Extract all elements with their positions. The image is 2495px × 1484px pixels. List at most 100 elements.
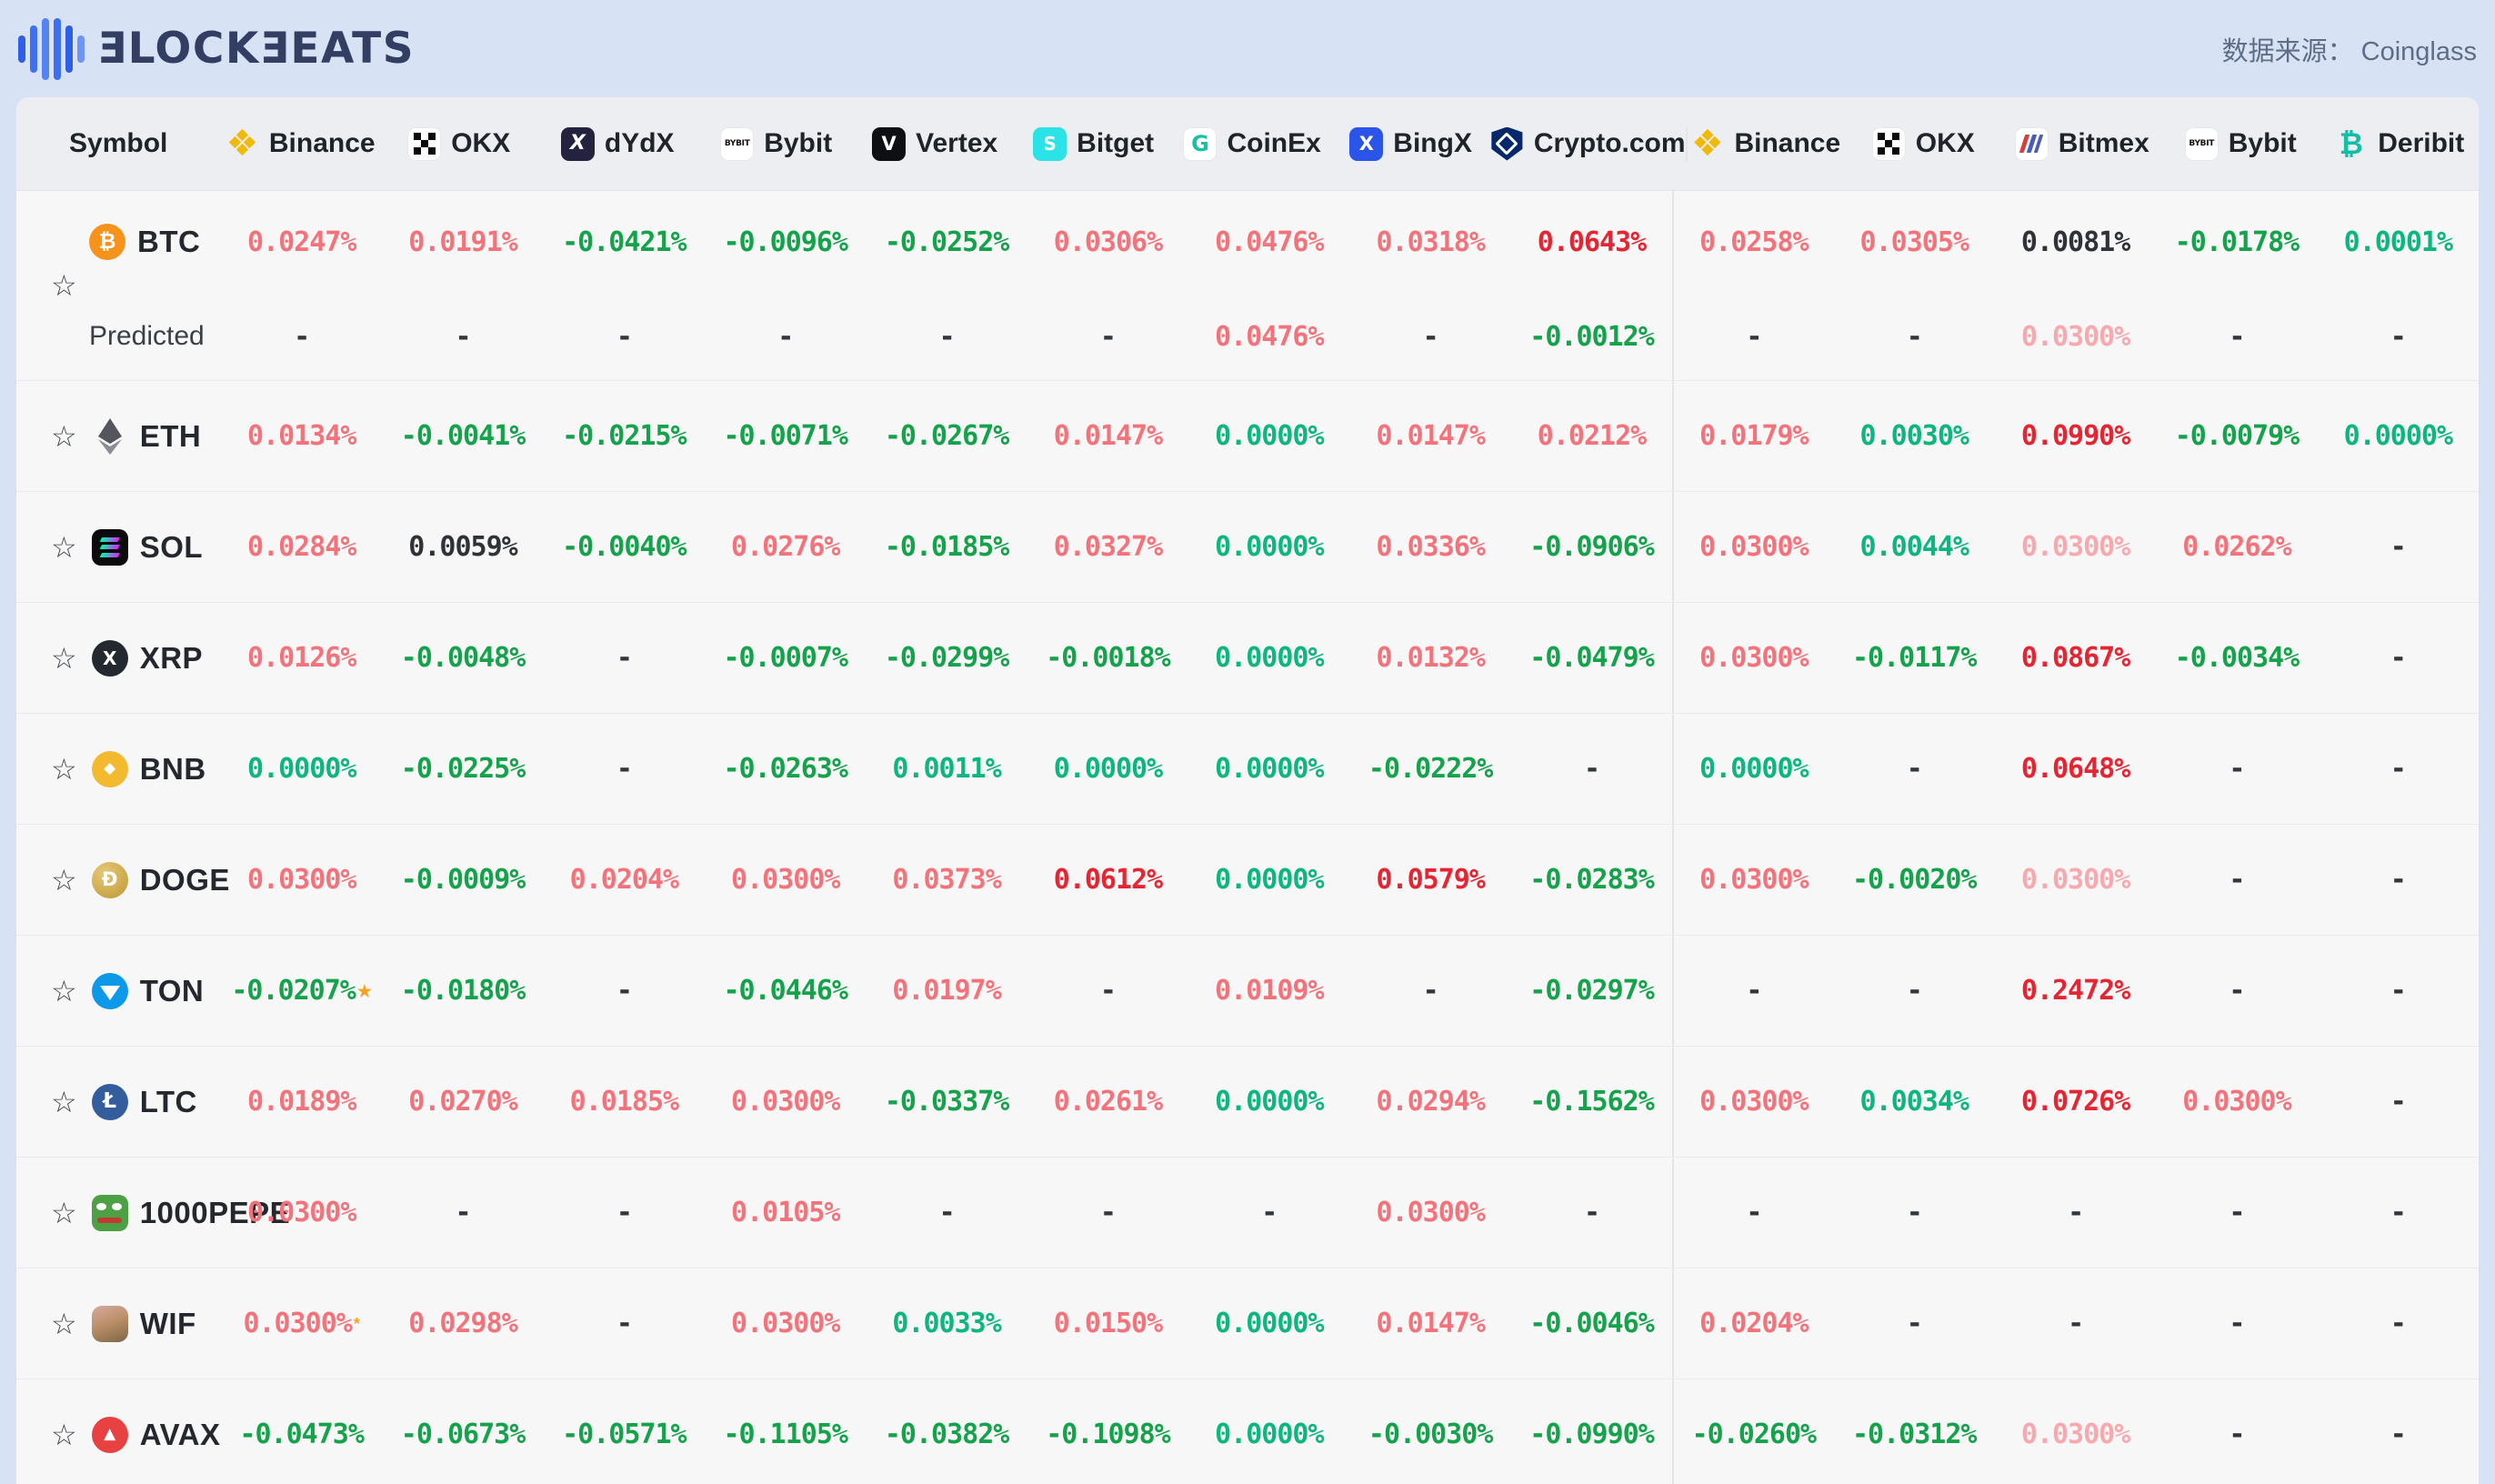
favorite-star-icon[interactable]: ☆ xyxy=(51,269,77,302)
okx-exchange-icon xyxy=(407,126,442,161)
rate-cell: 0.0109% xyxy=(1188,936,1349,1046)
rate-value: - xyxy=(455,1197,471,1228)
exchange-column-header: BYBIT Bybit xyxy=(696,126,855,161)
rate-value: - xyxy=(2229,753,2245,785)
favorite-star-icon[interactable]: ☆ xyxy=(51,1196,77,1229)
rate-value: 0.0294% xyxy=(1376,1086,1485,1118)
rate-value: - xyxy=(1099,1197,1117,1228)
rate-cell: - xyxy=(544,603,705,713)
rate-value: -0.0034% xyxy=(2174,642,2300,674)
rate-cell: - xyxy=(2318,1379,2479,1484)
rate-value: 0.0033% xyxy=(892,1308,1001,1339)
rate-cell: - xyxy=(1511,1158,1672,1268)
rate-value: -0.0117% xyxy=(1851,642,1977,674)
rate-value: - xyxy=(1583,1197,1600,1228)
exchange-header-label: OKX xyxy=(451,128,511,158)
rate-cell: -0.0048% xyxy=(382,603,543,713)
rate-value: 0.0300% xyxy=(243,1308,352,1339)
rate-value: 0.0306% xyxy=(1053,226,1163,258)
rate-cell: - xyxy=(866,1158,1027,1268)
rate-cell: - xyxy=(1834,293,1995,380)
rate-value: 0.0270% xyxy=(408,1086,517,1118)
rate-cell: 0.0000% xyxy=(1672,714,1833,824)
ltc-coin-icon: Ł xyxy=(91,1083,128,1120)
rate-value: -0.0673% xyxy=(400,1419,526,1450)
sol-bar-glyph xyxy=(99,536,120,542)
rate-cell: 0.0300% xyxy=(221,825,382,935)
rate-cell: 0.0147% xyxy=(1350,1268,1511,1379)
rate-value: -0.0041% xyxy=(400,420,526,452)
pepe-mouth xyxy=(96,1217,122,1223)
rate-cell: 0.2472% xyxy=(1995,936,2156,1046)
rate-value: - xyxy=(1906,1308,1923,1339)
rate-cell: - xyxy=(2318,603,2479,713)
favorite-star-icon[interactable]: ☆ xyxy=(51,1085,77,1118)
rate-value: - xyxy=(2390,1419,2407,1450)
doge-coin-icon: Ð xyxy=(91,861,128,898)
symbol-label: XRP xyxy=(139,640,204,675)
rate-cell: -0.0007% xyxy=(705,603,866,713)
favorite-star-icon[interactable]: ☆ xyxy=(51,752,77,786)
bitget-exchange-icon: S xyxy=(1033,126,1067,161)
symbol-label: DOGE xyxy=(139,862,230,897)
favorite-star-icon[interactable]: ☆ xyxy=(51,863,77,897)
blockbeats-logo-bars-icon xyxy=(18,17,85,81)
exchange-header-label: OKX xyxy=(1915,128,1975,158)
rate-value: 0.0000% xyxy=(246,753,356,785)
rate-value: -0.0421% xyxy=(562,226,686,258)
table-row-wif: ☆ WIF 0.0300% * 0.0298% -0.0300% 0.0033% 0.0150… xyxy=(16,1268,2479,1379)
exchange-header-label: BingX xyxy=(1393,128,1472,158)
symbol-label: TON xyxy=(139,973,205,1008)
bybit-exchange-icon: BYBIT xyxy=(720,126,755,161)
bingx-exchange-icon: X xyxy=(1349,126,1384,161)
rate-value: - xyxy=(2390,531,2407,563)
favorite-star-icon[interactable]: ☆ xyxy=(51,641,77,675)
rate-cell: - xyxy=(1834,714,1995,824)
rate-value: - xyxy=(2229,1197,2245,1228)
rate-cell: -0.0117% xyxy=(1834,603,1995,713)
rate-value: 0.0132% xyxy=(1376,642,1485,674)
rate-value: -0.0283% xyxy=(1529,864,1654,896)
rate-cell: 0.0197% xyxy=(866,936,1027,1046)
symbol-label: LTC xyxy=(139,1084,197,1118)
eth-coin-icon xyxy=(92,417,128,455)
rate-value: -0.0018% xyxy=(1046,642,1170,674)
predicted-label: Predicted xyxy=(89,321,205,351)
rate-cell: 0.0643% xyxy=(1511,191,1672,293)
blockbeats-logo[interactable]: ƎLOCKƎEATS xyxy=(18,17,415,81)
rate-value: - xyxy=(2390,642,2407,674)
rate-value: -0.0906% xyxy=(1529,531,1654,563)
rate-cell: 0.0059% xyxy=(382,492,543,602)
rate-value: 0.0300% xyxy=(1699,864,1809,896)
rate-cell: - xyxy=(1834,1268,1995,1379)
rate-value: 0.0327% xyxy=(1053,531,1163,563)
rate-value: -0.0299% xyxy=(884,642,1009,674)
rate-value: 0.0000% xyxy=(1053,753,1163,785)
rate-value: 0.0867% xyxy=(2020,642,2130,674)
rate-cell: 0.0000% xyxy=(1188,714,1349,824)
rate-value: -0.0263% xyxy=(723,753,847,785)
rate-value: 0.0300% xyxy=(2182,1086,2291,1118)
rate-cell: - xyxy=(705,293,866,380)
rate-value: - xyxy=(2068,1197,2084,1228)
rate-cell: 0.0011% xyxy=(866,714,1027,824)
rate-value: -0.1098% xyxy=(1046,1419,1170,1450)
rate-value: 0.0284% xyxy=(246,531,356,563)
rate-value: - xyxy=(2390,975,2407,1007)
favorite-star-icon[interactable]: ☆ xyxy=(51,1418,77,1451)
favorite-star-icon[interactable]: ☆ xyxy=(51,530,77,564)
rate-cell: - xyxy=(866,293,1027,380)
rate-value: 0.0000% xyxy=(1215,1419,1324,1450)
rate-value: 0.0300% xyxy=(1376,1197,1485,1228)
favorite-star-icon[interactable]: ☆ xyxy=(51,1307,77,1340)
rate-cell: 0.0261% xyxy=(1027,1047,1188,1157)
rate-cell: 0.0000% xyxy=(1188,492,1349,602)
favorite-star-icon[interactable]: ☆ xyxy=(51,419,77,453)
favorite-star-icon[interactable]: ☆ xyxy=(51,974,77,1008)
coinex-exchange-icon: G xyxy=(1183,126,1217,161)
rate-cell: -0.0009% xyxy=(382,825,543,935)
rate-cell: -0.0571% xyxy=(544,1379,705,1484)
exchange-header-label: Crypto.com xyxy=(1533,128,1686,158)
rate-cell: 0.0258% xyxy=(1672,191,1833,293)
